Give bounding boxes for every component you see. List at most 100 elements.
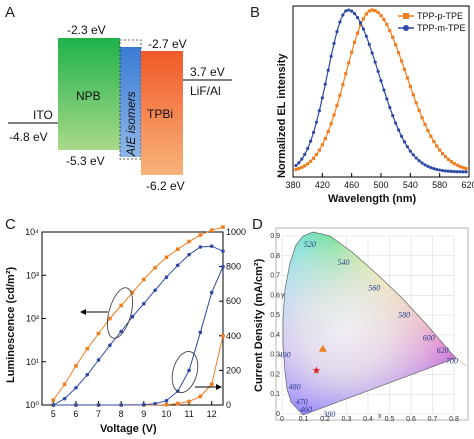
el-xtick-label: 460 (344, 180, 359, 190)
lv-point-orange (74, 364, 78, 368)
panel-letter-d: D (252, 216, 263, 233)
el-point-p-tpe (320, 143, 324, 147)
el-point-p-tpe (438, 148, 442, 152)
el-point-p-tpe (402, 67, 407, 72)
el-point-p-tpe (405, 76, 409, 80)
el-point-p-tpe (355, 31, 360, 35)
cie-wavelength-label: 540 (337, 258, 349, 267)
el-xtick-label: 380 (285, 180, 300, 190)
lv-ylabel-left: Luminescence (cd/m²) (5, 267, 17, 383)
energy-level-diagram: -2.3 eV -2.7 eV 3.7 eV LiF/Al ITO -4.8 e… (8, 23, 232, 193)
npb-homo-label: -5.3 eV (66, 154, 105, 168)
lv-point-orange (153, 265, 157, 270)
el-point-m-tpe (361, 27, 365, 31)
ito-level-label: -4.8 eV (9, 130, 48, 144)
el-point-m-tpe (370, 51, 374, 55)
lv-point-orange (198, 233, 203, 237)
el-point-p-tpe (335, 103, 339, 107)
el-point-m-tpe (364, 34, 368, 38)
luminance-voltage-chart: Luminescence (cd/m²) Current Density (mA… (5, 225, 265, 435)
lif-level-label: 3.7 eV (190, 65, 225, 79)
cie-ytick-label: 0.7 (270, 273, 280, 280)
el-point-m-tpe (399, 134, 404, 138)
right-axis-ellipse (171, 351, 199, 393)
el-point-m-tpe (335, 30, 339, 34)
cie-xtick-label: 0.4 (363, 416, 373, 423)
cie-ytick-label: 0.5 (270, 312, 280, 319)
el-point-m-tpe (297, 161, 301, 165)
el-point-m-tpe (414, 156, 418, 160)
legend-tpp-m-tpe: TPP-m-TPE (417, 23, 466, 33)
el-point-p-tpe (379, 13, 383, 18)
el-ylabel: Normalized EL intensity (276, 53, 288, 178)
lv-ylabel-right: Current Density (mA/cm²) (253, 258, 265, 392)
el-point-p-tpe (370, 8, 374, 12)
el-point-p-tpe (347, 61, 351, 65)
cie-xtick-label: 0.1 (299, 416, 309, 423)
el-point-m-tpe (311, 130, 316, 134)
el-point-m-tpe (382, 88, 386, 92)
el-point-p-tpe (361, 17, 365, 21)
cie-xtick-label: 0.7 (428, 416, 438, 423)
el-point-p-tpe (411, 93, 415, 97)
el-point-m-tpe (376, 69, 380, 73)
el-point-p-tpe (373, 9, 377, 13)
cie-boundary-line (455, 357, 467, 367)
cie-ytick-label: 0.3 (270, 352, 280, 359)
el-point-p-tpe (367, 9, 371, 13)
el-point-m-tpe (338, 20, 342, 24)
lv-point-orange (175, 247, 180, 252)
lv-point-orange (198, 394, 203, 399)
el-point-p-tpe (323, 137, 327, 141)
lv-xtick-label: 6 (73, 409, 78, 419)
el-point-m-tpe (320, 96, 324, 100)
lv-point-blue (74, 385, 78, 390)
lv-ytick-label: 10⁰ (25, 400, 39, 410)
el-point-p-tpe (426, 129, 430, 133)
npb-layer-label: NPB (76, 89, 101, 103)
el-point-m-tpe (385, 97, 389, 101)
lv-point-orange (108, 316, 112, 321)
lv-point-orange (209, 382, 214, 387)
el-point-p-tpe (408, 84, 412, 89)
el-point-m-tpe (417, 159, 421, 163)
legend-square-marker (403, 13, 409, 19)
cie-wavelength-label: 700 (446, 357, 458, 366)
lv-point-blue (85, 372, 90, 377)
lv-point-blue (142, 301, 146, 306)
npb-lumo-label: -2.3 eV (67, 23, 106, 37)
lv-point-orange (221, 225, 225, 229)
el-point-m-tpe (294, 163, 298, 168)
lv-y2tick-label: 200 (226, 365, 241, 375)
lv-point-blue (164, 275, 169, 280)
lv-ytick-label: 10² (26, 314, 39, 324)
aie-layer (120, 47, 141, 157)
ito-layer-label: ITO (33, 108, 53, 122)
el-point-m-tpe (379, 79, 383, 83)
lv-point-orange (209, 228, 214, 233)
lv-xtick-label: 8 (119, 409, 124, 419)
tpbi-lumo-label: -2.7 eV (148, 37, 187, 51)
lv-point-orange (85, 346, 90, 351)
legend-tpp-p-tpe: TPP-p-TPE (417, 11, 463, 21)
el-point-p-tpe (464, 167, 468, 171)
lv-y2tick-label: 800 (226, 262, 241, 272)
lv-point-orange (62, 382, 67, 387)
lv-point-blue (187, 252, 191, 257)
left-arrowhead-icon (80, 309, 86, 315)
cie-ytick-label: 0.1 (270, 391, 280, 398)
el-point-p-tpe (303, 164, 307, 168)
el-point-m-tpe (429, 166, 433, 170)
cie-point-star (312, 366, 321, 374)
aie-layer-label: AIE isomers (124, 91, 138, 157)
el-point-m-tpe (391, 113, 395, 118)
el-point-m-tpe (388, 105, 392, 110)
el-point-m-tpe (455, 170, 459, 174)
el-point-p-tpe (353, 40, 357, 44)
lv-point-orange (130, 290, 135, 295)
el-point-p-tpe (364, 12, 368, 16)
el-point-p-tpe (309, 159, 313, 163)
el-point-p-tpe (332, 113, 336, 117)
lv-point-blue (62, 396, 67, 401)
